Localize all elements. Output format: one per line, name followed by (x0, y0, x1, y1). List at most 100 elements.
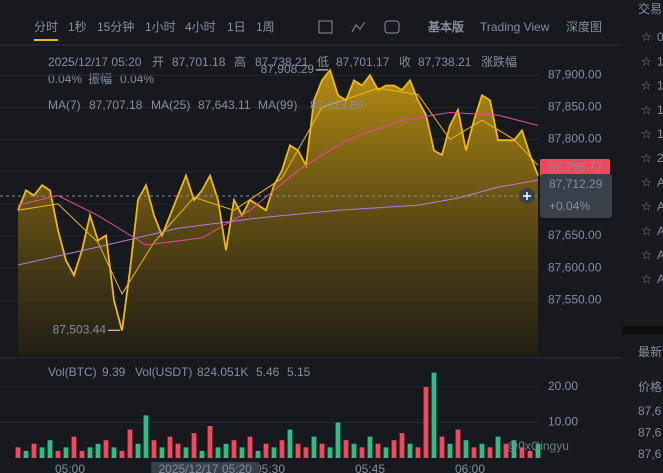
side-title: 交易 (638, 1, 662, 16)
star-icon[interactable]: ☆ (641, 79, 652, 93)
toolbar-icons[interactable] (318, 20, 400, 34)
volume-bar (335, 422, 341, 458)
volume-bar (367, 436, 373, 458)
vol-value: 5.46 (256, 365, 280, 379)
y-tick-label: 87,850.00 (548, 100, 602, 114)
volume-bar (119, 450, 125, 458)
volume-bar (311, 436, 317, 458)
star-icon[interactable]: ☆ (641, 175, 652, 189)
volume-bar (223, 443, 229, 458)
volume-bar (31, 443, 37, 458)
volume-bar (527, 450, 533, 458)
volume-bar (207, 426, 213, 458)
x-tick-label: 06:00 (455, 462, 485, 473)
star-icon[interactable]: ☆ (641, 224, 652, 238)
side-gap (622, 326, 663, 334)
star-icon[interactable]: ☆ (641, 103, 652, 117)
star-icon[interactable]: ☆ (641, 151, 652, 165)
vol-value: 5.15 (287, 365, 311, 379)
annotation-label: 87,503.44 (53, 322, 107, 336)
volume-bar (279, 440, 285, 458)
volume-bar (167, 436, 173, 458)
volume-bar (95, 443, 101, 458)
ma-value: 87,623.86 (310, 98, 364, 112)
volume-bar (391, 440, 397, 458)
side-item: A (657, 175, 663, 189)
volume-bar (199, 450, 205, 458)
volume-bar (15, 447, 21, 458)
volume-bar (159, 447, 165, 458)
volume-bar (535, 443, 541, 458)
interval-tab[interactable]: 分时 (34, 20, 58, 34)
volume-bar (239, 447, 245, 458)
volume-bar (87, 447, 93, 458)
view-tab[interactable]: 基本版 (427, 19, 464, 34)
price-area (18, 70, 538, 355)
interval-tab[interactable]: 1秒 (68, 20, 87, 34)
volume-bar (327, 447, 333, 458)
crosshair-tag (540, 173, 612, 218)
volume-bar (255, 450, 261, 458)
volume-bar (359, 447, 365, 458)
side-item: 1 (657, 54, 663, 68)
info-value: 0.04% (48, 72, 82, 86)
crosshair-x-label: 2025/12/17 05:20 (158, 462, 252, 473)
side-item: A (657, 224, 663, 238)
star-icon[interactable]: ☆ (641, 272, 652, 286)
volume-bar (511, 440, 517, 458)
icon-settings[interactable] (384, 20, 400, 34)
ma-value: 87,643.11 (198, 98, 251, 112)
star-icon[interactable]: ☆ (641, 30, 652, 44)
y-tick-label: 87,900.00 (548, 67, 602, 81)
star-icon[interactable]: ☆ (641, 248, 652, 262)
interval-tab[interactable]: 15分钟 (97, 19, 134, 34)
volume-bar (127, 429, 133, 458)
info-value: 87,738.21 (418, 55, 472, 69)
volume-bar (447, 443, 453, 458)
volume-bar (103, 440, 109, 458)
volume-bar (135, 443, 141, 458)
volume-bar (463, 440, 469, 458)
side-item: 0 (657, 30, 663, 44)
interval-tab[interactable]: 1小时 (145, 20, 176, 34)
star-icon[interactable]: ☆ (641, 127, 652, 141)
y-tick-label: 87,600.00 (548, 260, 602, 274)
ma-name: MA(7) (48, 98, 81, 112)
volume-bar (431, 372, 437, 458)
y-tick-label: 87,650.00 (548, 228, 602, 242)
interval-tab[interactable]: 4小时 (185, 20, 216, 34)
side-item: 1 (657, 127, 663, 141)
volume-bar (175, 443, 181, 458)
y-tick-label: 87,550.00 (548, 293, 602, 307)
volume-bar (295, 443, 301, 458)
star-icon[interactable]: ☆ (641, 54, 652, 68)
volume-bar (183, 447, 189, 458)
interval-tab[interactable]: 1周 (256, 20, 275, 34)
crosshair-price: 87,712.29 (549, 177, 603, 191)
view-tab[interactable]: 深度图 (566, 19, 602, 34)
interval-tab[interactable]: 1日 (227, 20, 246, 34)
annotation-label: 87,908.29 (261, 62, 315, 76)
watermark: @0xQingyu (506, 439, 569, 453)
info-value: 0.04% (120, 72, 154, 86)
icon-indicator[interactable] (318, 20, 333, 34)
x-tick-label: 05:00 (55, 462, 85, 473)
volume-bar (487, 447, 493, 458)
volume-bar (455, 429, 461, 458)
ma-line (17, 111, 539, 246)
info-label: 收 (399, 55, 411, 69)
volume-bar (79, 450, 85, 458)
info-datetime: 2025/12/17 05:20 (48, 55, 142, 69)
y-tick-label: 20.00 (548, 379, 578, 393)
icon-draw[interactable] (351, 21, 366, 33)
view-tab[interactable]: Trading View (480, 20, 550, 34)
side-price: 87,6 (638, 426, 662, 440)
info-label: 高 (234, 54, 246, 69)
volume-bar (423, 386, 429, 458)
side-price-header: 价格 (638, 379, 662, 394)
volume-bar (343, 440, 349, 458)
volume-bar (495, 436, 501, 458)
star-icon[interactable]: ☆ (641, 200, 652, 214)
